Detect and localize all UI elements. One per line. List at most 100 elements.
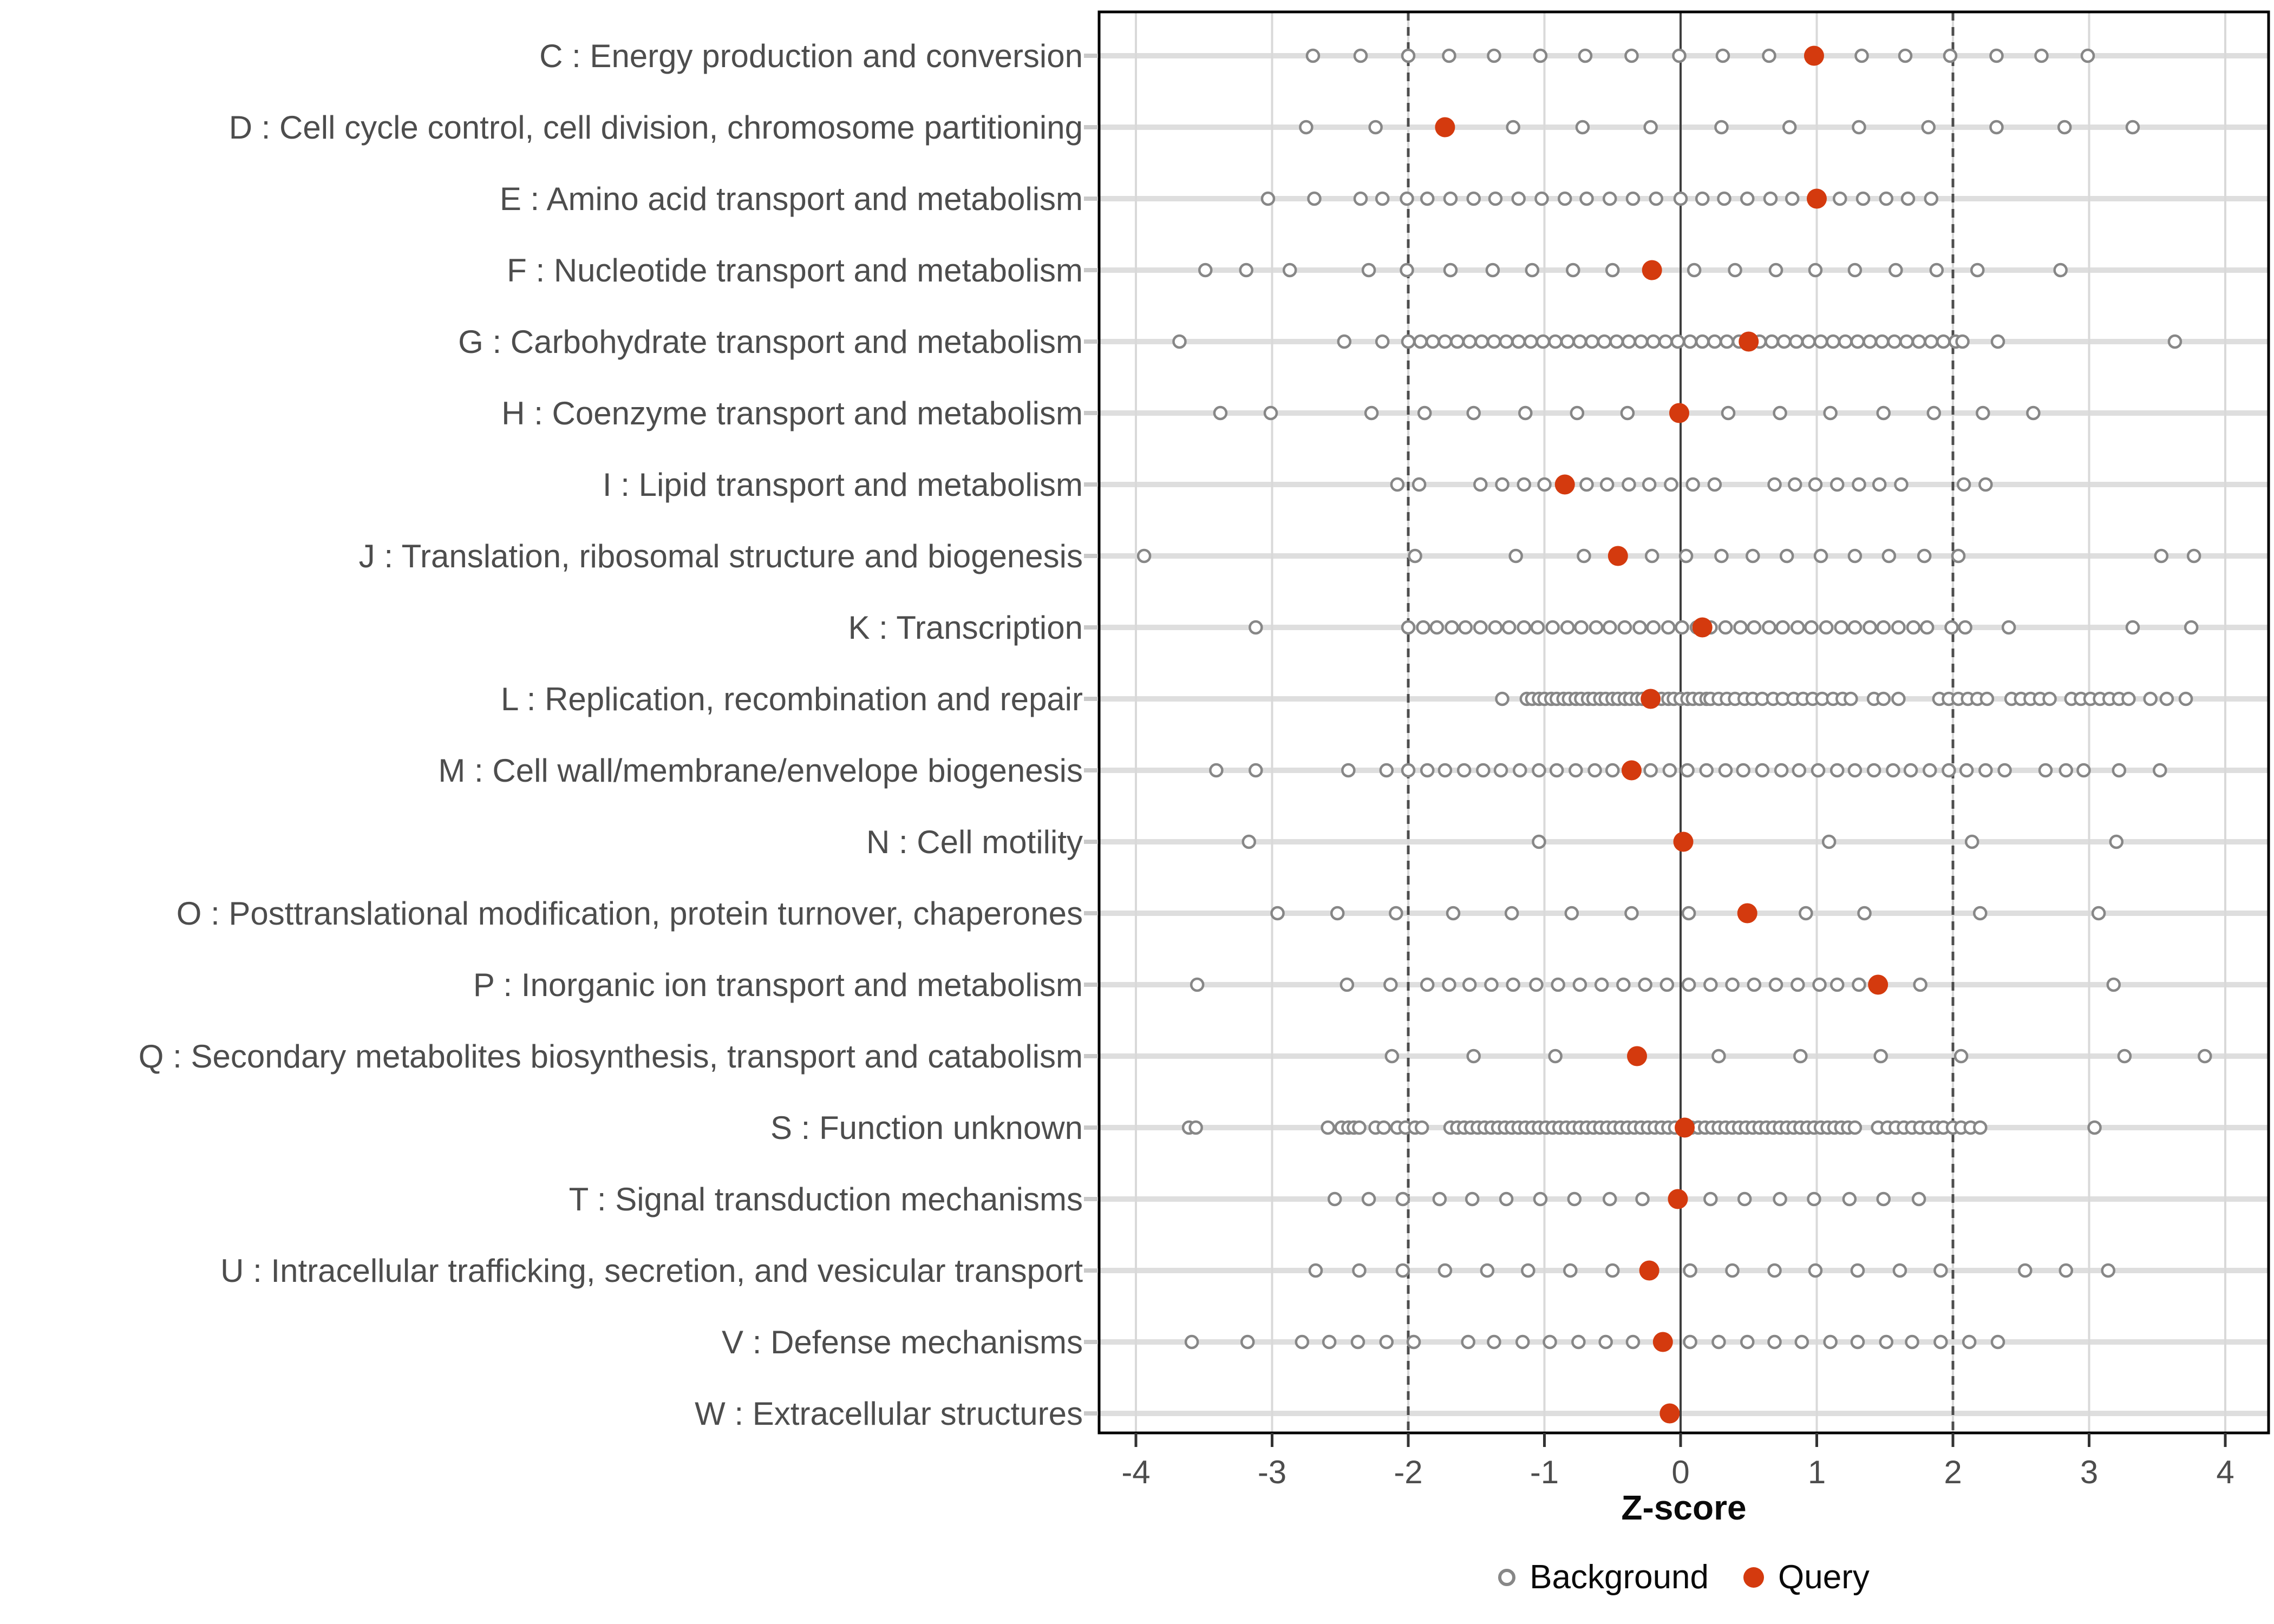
background-point <box>1829 763 1845 778</box>
background-point <box>1658 334 1673 349</box>
category-label: E : Amino acid transport and metabolism <box>500 181 1083 217</box>
category-label: Q : Secondary metabolites biosynthesis, … <box>139 1038 1083 1075</box>
background-point <box>1307 191 1322 206</box>
background-point <box>1487 1334 1501 1350</box>
background-point <box>1863 334 1877 349</box>
background-point <box>1911 1191 1926 1207</box>
background-point <box>1933 1334 1948 1350</box>
background-point <box>1794 1334 1809 1350</box>
background-point <box>2125 120 2140 135</box>
category-label: N : Cell motility <box>866 824 1083 860</box>
background-point <box>1891 691 1906 706</box>
background-point <box>2125 620 2140 635</box>
category-label: H : Coenzyme transport and metabolism <box>501 395 1083 431</box>
background-point <box>1844 691 1858 706</box>
background-point <box>1799 906 1813 921</box>
background-point <box>1617 620 1632 635</box>
category-label: U : Intracellular trafficking, secretion… <box>220 1253 1083 1289</box>
background-point <box>1532 763 1546 778</box>
background-point <box>1664 477 1678 492</box>
background-point <box>1401 334 1416 349</box>
category-label: C : Energy production and conversion <box>539 38 1083 74</box>
background-point <box>1823 405 1838 421</box>
background-point <box>1711 1334 1726 1350</box>
query-point <box>1675 1117 1695 1138</box>
background-point <box>1863 620 1877 635</box>
background-point <box>1874 334 1890 349</box>
background-point <box>1801 334 1816 349</box>
background-point <box>1911 334 1926 349</box>
background-point <box>1589 620 1604 635</box>
background-point <box>1400 191 1414 206</box>
query-point <box>1737 903 1757 924</box>
background-point <box>1465 1191 1480 1207</box>
query-point <box>1608 546 1628 566</box>
background-point <box>1361 1191 1376 1207</box>
background-point <box>1681 977 1696 992</box>
background-point <box>1578 48 1593 63</box>
background-point <box>1569 763 1583 778</box>
background-point <box>1512 763 1527 778</box>
background-point <box>1670 334 1685 349</box>
background-point <box>1829 977 1845 992</box>
background-point <box>1209 763 1224 778</box>
category-label: T : Signal transduction mechanisms <box>569 1181 1083 1217</box>
background-point <box>2198 1049 2212 1064</box>
background-point <box>1683 1263 1697 1278</box>
legend: Background Query <box>1099 1558 2269 1596</box>
background-point <box>1707 477 1722 492</box>
background-point <box>1213 405 1228 421</box>
background-point <box>1659 977 1675 992</box>
background-point <box>1579 477 1594 492</box>
background-point <box>1525 263 1540 278</box>
background-point <box>1811 763 1826 778</box>
background-point <box>1575 120 1590 135</box>
background-point <box>1646 620 1661 635</box>
query-point <box>1435 117 1455 137</box>
background-point <box>2112 763 2127 778</box>
background-point <box>1383 977 1398 992</box>
query-point <box>1803 45 1824 66</box>
background-point <box>1450 334 1465 349</box>
query-point <box>1807 188 1827 209</box>
background-point <box>2042 691 2057 706</box>
background-point <box>1953 1049 1969 1064</box>
background-point <box>1350 1334 1365 1350</box>
background-point <box>1417 405 1432 421</box>
background-point <box>1530 620 1545 635</box>
background-point <box>1446 906 1461 921</box>
background-point <box>1622 334 1636 349</box>
background-point <box>1249 620 1263 635</box>
background-point <box>1873 1049 1888 1064</box>
background-point <box>1136 548 1152 564</box>
background-point <box>1548 334 1563 349</box>
background-point <box>2159 691 2174 706</box>
background-point <box>1632 620 1647 635</box>
background-point <box>1978 477 1993 492</box>
background-point <box>1913 977 1927 992</box>
background-point <box>1466 405 1481 421</box>
query-point <box>1652 1332 1673 1352</box>
background-point <box>1263 405 1278 421</box>
background-point <box>1838 334 1853 349</box>
background-point <box>1432 1191 1447 1207</box>
background-point <box>1605 763 1620 778</box>
background-point <box>1566 263 1580 278</box>
background-point <box>1416 620 1430 635</box>
background-point <box>1683 334 1697 349</box>
background-point <box>1847 763 1863 778</box>
background-point <box>1445 620 1459 635</box>
background-point <box>1577 548 1591 564</box>
background-point <box>1917 548 1932 564</box>
background-point <box>1488 191 1503 206</box>
background-point <box>1763 191 1778 206</box>
background-point <box>1379 763 1394 778</box>
query-point <box>1692 617 1713 638</box>
background-point <box>1414 1120 1429 1135</box>
background-point <box>1616 977 1631 992</box>
background-point <box>1587 763 1602 778</box>
background-point <box>1906 620 1921 635</box>
background-point <box>2059 1263 2073 1278</box>
background-point <box>1406 1334 1421 1350</box>
